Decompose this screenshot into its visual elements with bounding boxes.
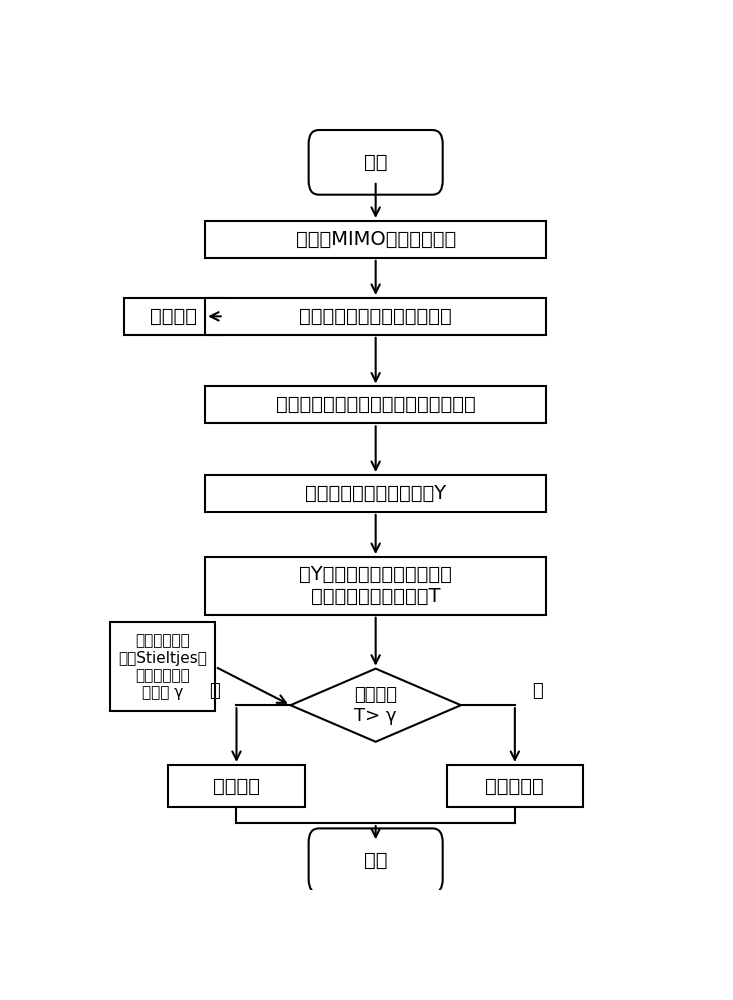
Text: 收集数据，形成随机矩阵Y: 收集数据，形成随机矩阵Y (305, 484, 446, 503)
FancyBboxPatch shape (309, 828, 443, 893)
Text: 求Y的样本协方差矩阵，计算
其最大最小特征值之比T: 求Y的样本协方差矩阵，计算 其最大最小特征值之比T (299, 565, 452, 606)
Bar (205, 221, 546, 258)
FancyBboxPatch shape (309, 130, 443, 195)
Text: 开始: 开始 (364, 153, 388, 172)
Bar (125, 298, 224, 335)
Bar (110, 622, 216, 711)
Text: 否: 否 (532, 682, 542, 700)
Text: 目标不存在: 目标不存在 (485, 777, 544, 796)
Text: 是: 是 (209, 682, 219, 700)
Text: 进行判决
T> γ: 进行判决 T> γ (354, 686, 397, 725)
Text: 结束: 结束 (364, 851, 388, 870)
Bar (205, 557, 546, 615)
Text: 对阵列接收信号进行数据采样: 对阵列接收信号进行数据采样 (299, 307, 452, 326)
Bar (205, 298, 546, 335)
Polygon shape (290, 669, 461, 742)
Text: 双基地MIMO雷达回波信号: 双基地MIMO雷达回波信号 (295, 230, 456, 249)
Text: 对采样数据进行脉冲压缩和矢量化处理: 对采样数据进行脉冲压缩和矢量化处理 (276, 395, 476, 414)
Bar (205, 475, 546, 512)
Text: 目标存在: 目标存在 (213, 777, 260, 796)
Bar (169, 765, 305, 807)
Bar (205, 386, 546, 423)
Text: 相关噪声: 相关噪声 (150, 307, 197, 326)
Bar (446, 765, 583, 807)
Text: 根据自由概率
论和Stieltjes变
换，推导出判
决阈值 γ: 根据自由概率 论和Stieltjes变 换，推导出判 决阈值 γ (118, 633, 207, 700)
